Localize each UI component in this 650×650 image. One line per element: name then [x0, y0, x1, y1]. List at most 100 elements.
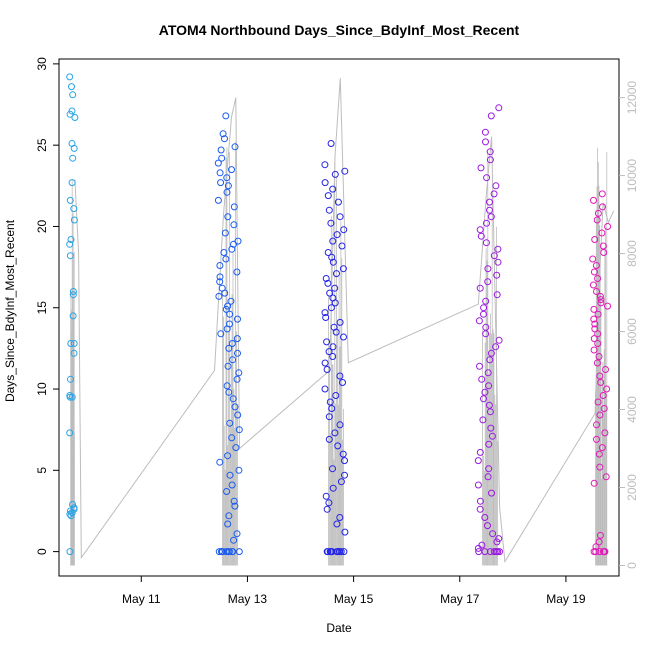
data-point — [323, 505, 331, 513]
data-point — [484, 369, 492, 377]
data-point — [70, 205, 78, 213]
data-point — [488, 489, 495, 497]
data-point — [486, 198, 493, 206]
data-point — [331, 170, 339, 178]
data-point — [482, 323, 490, 331]
data-point — [341, 167, 349, 175]
data-point — [329, 185, 337, 193]
data-point — [225, 548, 233, 556]
data-point — [222, 305, 230, 313]
data-point — [593, 359, 601, 367]
data-point — [340, 226, 348, 234]
data-point — [218, 154, 226, 162]
data-point — [223, 174, 231, 182]
data-point — [336, 318, 344, 326]
x-tick-label: May 19 — [546, 592, 586, 606]
data-point — [326, 398, 334, 406]
data-point — [594, 340, 602, 347]
data-point — [66, 507, 74, 515]
data-point — [231, 143, 239, 151]
data-point — [321, 161, 329, 169]
data-point — [476, 497, 484, 505]
y-tick-label: 0 — [35, 548, 49, 555]
data-point — [339, 450, 347, 458]
data-point — [597, 299, 605, 307]
data-point — [593, 421, 600, 429]
data-point — [224, 213, 232, 221]
data-point — [323, 548, 331, 556]
data-point — [328, 405, 336, 412]
data-point — [596, 292, 604, 300]
x-axis-label: Date — [326, 621, 352, 635]
data-point — [224, 362, 232, 370]
data-point — [600, 249, 608, 256]
data-point — [493, 271, 501, 279]
data-point — [224, 182, 232, 190]
data-point — [230, 497, 238, 505]
data-point — [71, 114, 79, 121]
data-point — [235, 466, 243, 474]
data-point — [596, 411, 604, 419]
data-point — [223, 325, 231, 333]
data-point — [226, 471, 234, 479]
data-point — [601, 429, 609, 437]
data-point — [67, 512, 75, 520]
data-point — [339, 379, 346, 386]
data-point — [216, 169, 224, 177]
data-point — [598, 444, 606, 452]
data-point — [494, 258, 502, 266]
data-point — [595, 538, 603, 546]
data-point — [233, 530, 241, 538]
data-point — [589, 255, 597, 263]
data-point — [482, 297, 490, 305]
data-point — [590, 305, 598, 313]
data-point — [485, 401, 493, 409]
y2-tick-label: 12000 — [625, 81, 639, 115]
data-point — [331, 284, 339, 292]
data-point — [599, 203, 606, 211]
y2-tick-label: 6000 — [625, 318, 639, 345]
data-point — [234, 315, 241, 323]
data-point — [324, 249, 332, 256]
data-point — [216, 262, 224, 269]
y2-tick-label: 4000 — [625, 396, 639, 423]
data-point — [325, 435, 333, 443]
data-point — [225, 344, 233, 352]
data-point — [486, 148, 494, 156]
data-point — [226, 310, 234, 318]
data-point — [484, 473, 492, 481]
data-point — [476, 226, 484, 234]
data-point — [590, 268, 598, 276]
data-point — [492, 343, 500, 351]
y2-tick-label: 0 — [625, 562, 639, 569]
data-point — [487, 424, 495, 432]
data-point — [219, 548, 226, 556]
data-point — [481, 548, 489, 556]
data-point — [339, 265, 347, 273]
data-point — [70, 144, 78, 152]
data-point — [223, 382, 231, 390]
data-point — [487, 213, 495, 221]
data-point — [482, 239, 490, 247]
data-point — [222, 255, 230, 263]
data-point — [222, 112, 230, 120]
y-tick-label: 15 — [35, 301, 49, 315]
data-point — [231, 403, 239, 411]
data-point — [216, 273, 224, 281]
plot-area: 0 5 10 15 20 25 30 0 2000 4000 6000 8000 10000 12000 M… — [35, 57, 639, 606]
data-point — [66, 110, 74, 118]
data-point — [495, 535, 503, 543]
data-point — [333, 548, 341, 556]
data-point — [234, 349, 241, 357]
data-point — [67, 340, 75, 347]
data-point — [332, 328, 340, 336]
data-point — [235, 426, 243, 434]
data-point — [322, 275, 330, 282]
data-point — [487, 112, 495, 120]
data-point — [486, 156, 494, 164]
data-point — [481, 514, 489, 521]
data-point — [486, 356, 494, 364]
x-tick-label: May 15 — [334, 592, 374, 606]
data-point — [215, 292, 223, 300]
data-point — [341, 471, 348, 479]
